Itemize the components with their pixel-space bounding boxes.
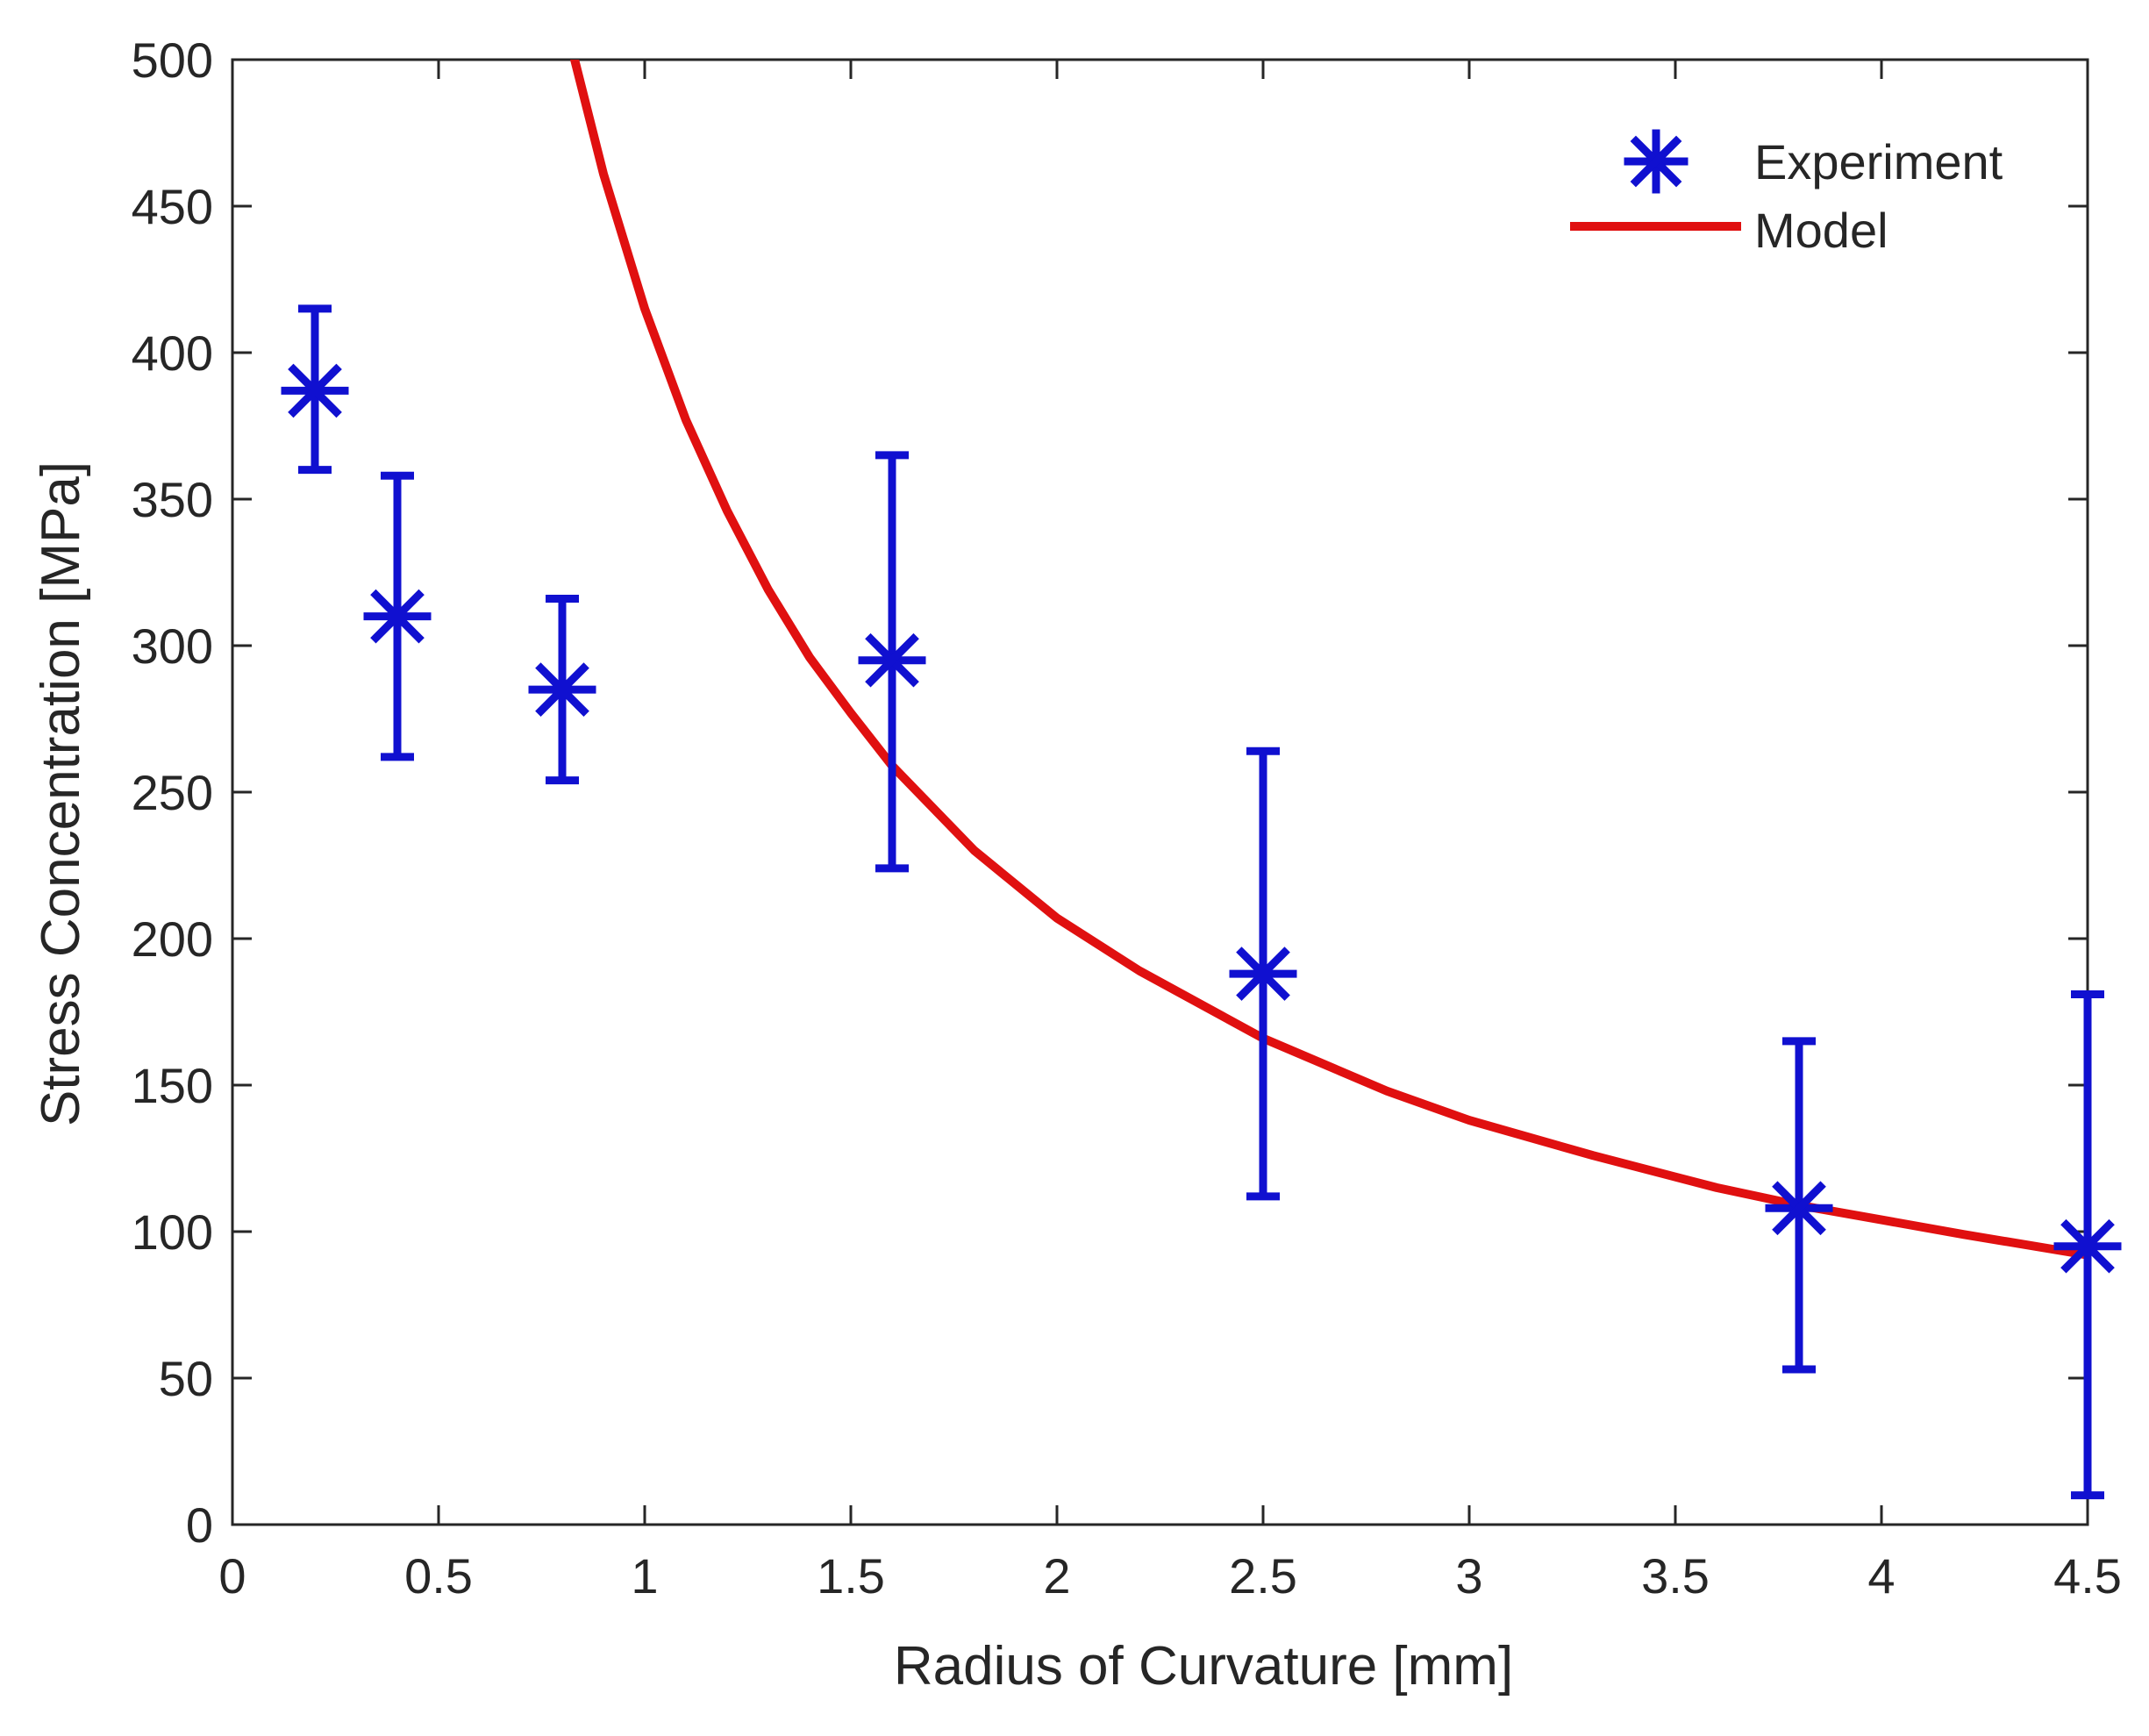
x-tick-label: 0 (218, 1548, 246, 1604)
experiment-marker (363, 582, 432, 651)
experiment-marker (281, 356, 349, 425)
experiment-point (1229, 747, 1297, 1201)
x-tick-label: 1 (631, 1548, 658, 1604)
model-series (570, 60, 2088, 1260)
x-tick-label: 0.5 (404, 1548, 473, 1604)
asterisk-stroke (1772, 1181, 1826, 1236)
experiment-point (528, 595, 596, 785)
experiment-marker (1765, 1174, 1833, 1242)
experiment-point (2053, 989, 2122, 1500)
model-curve (570, 60, 2088, 1260)
plot-area (281, 60, 2122, 1500)
legend-item-model: Model (1570, 203, 1888, 258)
legend-label-experiment: Experiment (1754, 134, 2003, 189)
experiment-marker (858, 626, 926, 695)
x-tick-label: 2 (1043, 1548, 1070, 1604)
asterisk-stroke (2060, 1218, 2115, 1274)
x-tick-label: 3 (1455, 1548, 1482, 1604)
y-tick-label: 400 (132, 325, 213, 381)
asterisk-stroke (370, 589, 425, 644)
legend-label-model: Model (1754, 203, 1888, 258)
legend-item-experiment: Experiment (1624, 129, 2003, 194)
y-tick-label: 450 (132, 179, 213, 234)
y-tick-label: 350 (132, 472, 213, 527)
experiment-series (281, 304, 2122, 1500)
axes: 0 0.5 1 1.5 2 2.5 3 3.5 4 4.5 0 50 100 150 200 250 300 35… (132, 32, 2122, 1604)
experiment-marker (528, 655, 596, 724)
y-tick-label: 50 (159, 1351, 213, 1406)
asterisk-stroke (1630, 135, 1682, 188)
y-tick-label: 0 (186, 1497, 213, 1553)
x-tick-label: 4.5 (2053, 1548, 2122, 1604)
experiment-point (363, 471, 432, 761)
experiment-marker (1229, 939, 1297, 1008)
y-tick-label: 100 (132, 1204, 213, 1260)
y-axis-label: Stress Concentration [MPa] (31, 461, 91, 1126)
experiment-marker (2053, 1212, 2122, 1281)
x-tick-label: 4 (1867, 1548, 1895, 1604)
asterisk-stroke (288, 363, 342, 418)
legend-marker-experiment (1624, 129, 1688, 194)
y-tick-label: 300 (132, 618, 213, 674)
axes-box (231, 58, 2089, 1526)
y-tick-label: 200 (132, 911, 213, 967)
asterisk-stroke (865, 632, 919, 688)
experiment-point (858, 451, 926, 873)
experiment-point (1765, 1037, 1833, 1374)
y-tick-label: 150 (132, 1058, 213, 1113)
x-tick-label: 3.5 (1641, 1548, 1710, 1604)
experiment-point (281, 304, 349, 475)
asterisk-stroke (535, 662, 589, 717)
y-tick-label: 500 (132, 32, 213, 88)
x-tick-label: 1.5 (817, 1548, 885, 1604)
legend: Experiment Model (1570, 129, 2003, 258)
x-tick-label: 2.5 (1229, 1548, 1297, 1604)
asterisk-stroke (1236, 947, 1290, 1001)
x-axis-label: Radius of Curvature [mm] (894, 1636, 1513, 1697)
y-tick-label: 250 (132, 765, 213, 820)
